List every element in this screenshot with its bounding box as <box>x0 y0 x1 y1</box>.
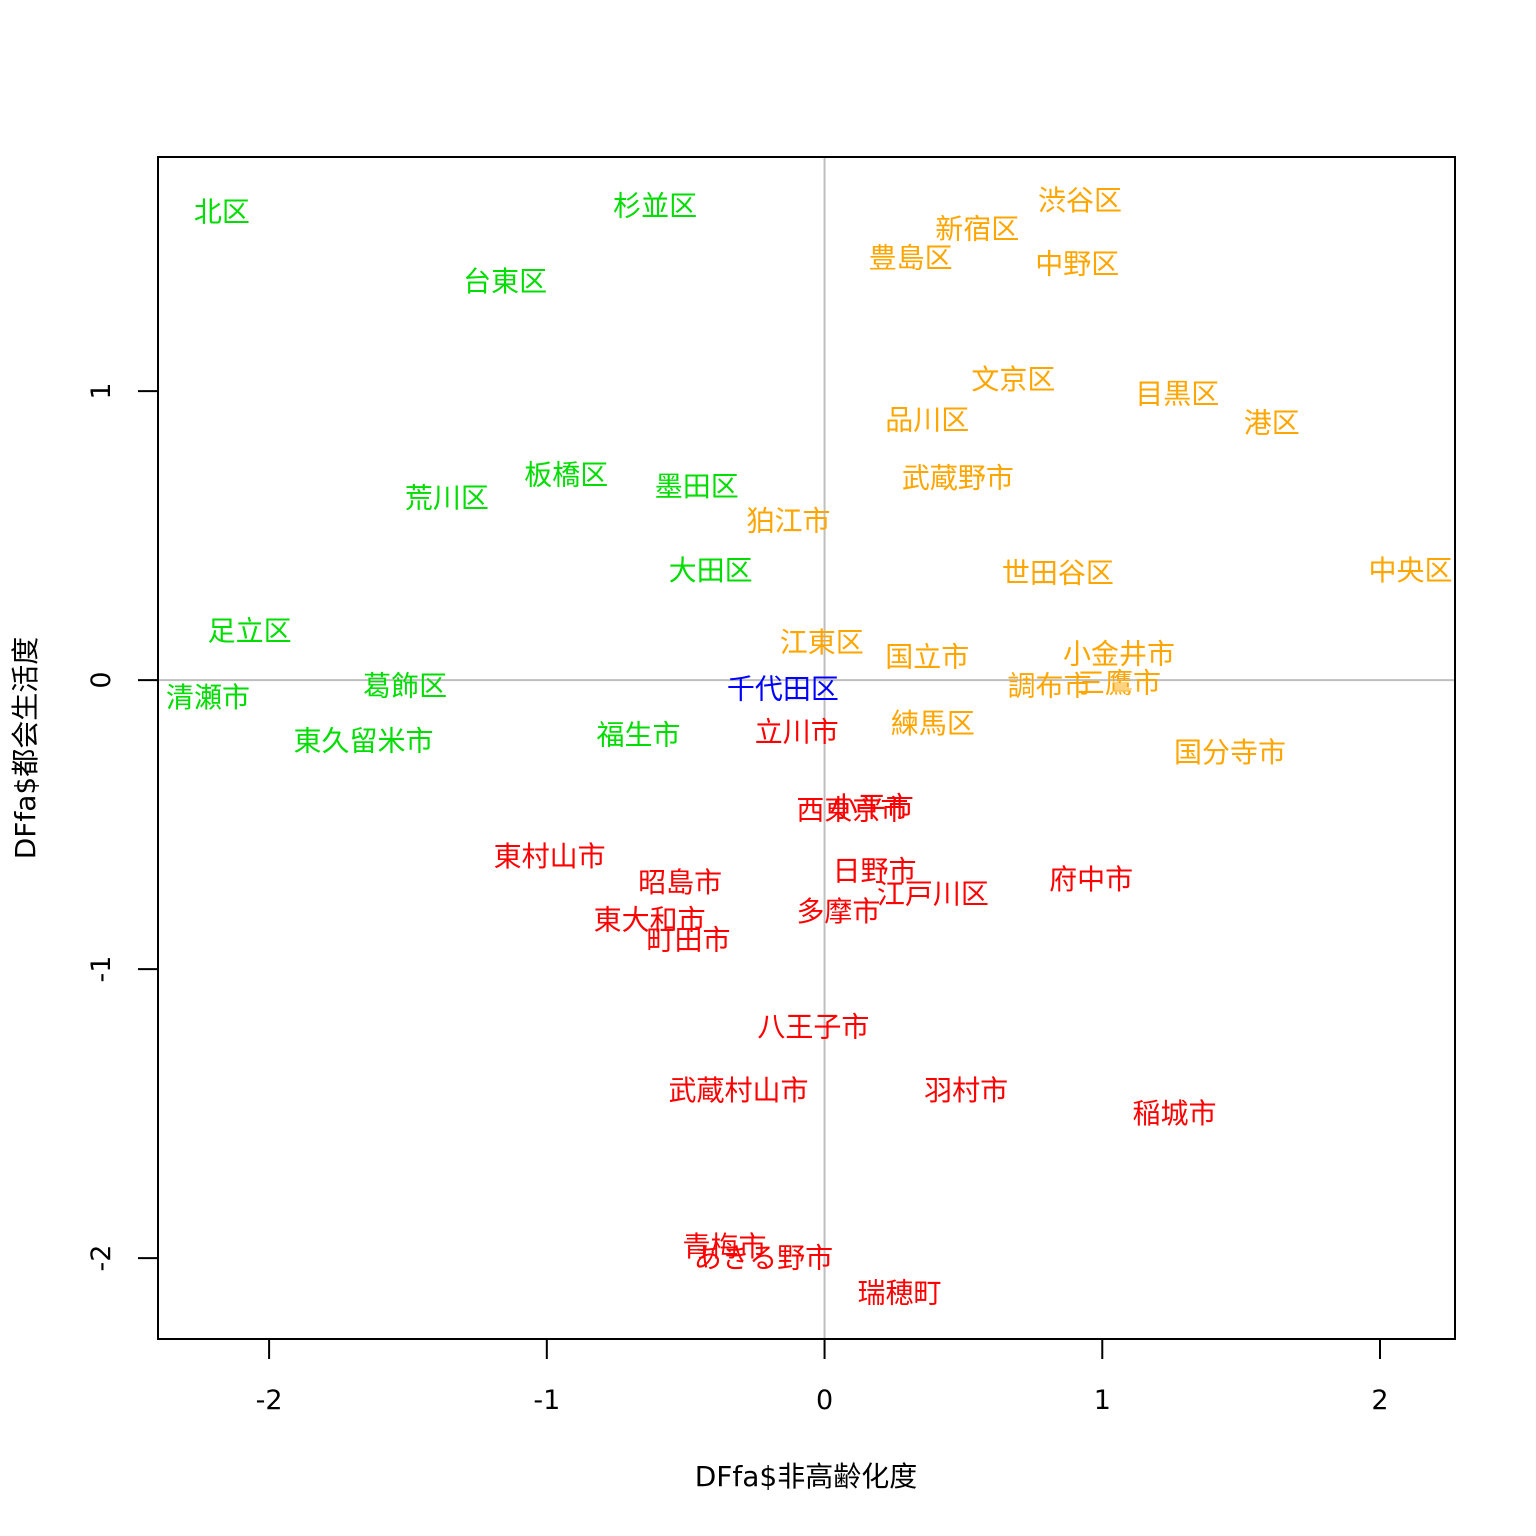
point-label: 立川市 <box>755 716 839 749</box>
point-label: 瑞穂町 <box>858 1276 942 1309</box>
x-tick-label: -2 <box>256 1385 283 1416</box>
point-label: 千代田区 <box>727 672 839 705</box>
point-label: 練馬区 <box>891 707 975 740</box>
point-label: 清瀬市 <box>166 681 250 714</box>
point-label: 江戸川区 <box>877 877 989 910</box>
point-label: 国立市 <box>885 640 969 673</box>
y-axis-title: DFfa$都会生活度 <box>9 637 42 860</box>
y-tick-label: -2 <box>86 1245 117 1272</box>
point-label: 福生市 <box>596 718 680 751</box>
point-label: 中野区 <box>1035 247 1119 280</box>
point-label: 小平市 <box>830 791 914 824</box>
point-label: 西東京市 <box>796 794 908 827</box>
point-label: 荒川区 <box>405 482 489 515</box>
point-label: 国分寺市 <box>1174 736 1286 769</box>
y-tick-label: 0 <box>86 671 117 688</box>
x-tick-label: -1 <box>533 1385 560 1416</box>
point-label: 豊島区 <box>869 242 953 275</box>
x-tick-label: 0 <box>816 1385 833 1416</box>
point-label: 北区 <box>194 195 250 228</box>
x-axis-title: DFfa$非高齢化度 <box>695 1460 918 1493</box>
x-tick-label: 1 <box>1094 1385 1111 1416</box>
point-label: 八王子市 <box>757 1010 869 1043</box>
point-label: 目黒区 <box>1135 377 1219 410</box>
point-label: 東大和市 <box>594 903 706 936</box>
point-label: 武蔵野市 <box>902 461 1014 494</box>
point-label: 稲城市 <box>1132 1097 1216 1130</box>
point-label: 葛飾区 <box>363 669 447 702</box>
point-label: 新宿区 <box>935 213 1019 246</box>
point-label: 多摩市 <box>796 895 880 928</box>
point-label: 町田市 <box>646 924 730 957</box>
point-label: 墨田区 <box>655 470 739 503</box>
point-label: 日野市 <box>833 854 917 887</box>
point-label: 中央区 <box>1369 554 1453 587</box>
point-label: 小金井市 <box>1063 638 1175 671</box>
point-label: 江東区 <box>780 626 864 659</box>
point-label: 東村山市 <box>494 840 606 873</box>
point-label: 府中市 <box>1049 863 1133 896</box>
y-tick-label: 1 <box>86 382 117 399</box>
point-label: 調布市 <box>1008 669 1092 702</box>
point-label: 東久留米市 <box>294 724 434 757</box>
y-tick-label: -1 <box>86 956 117 983</box>
point-label: 文京区 <box>971 363 1055 396</box>
point-label: 青梅市 <box>683 1230 767 1263</box>
point-label: 品川区 <box>885 403 969 436</box>
point-label: 羽村市 <box>924 1074 1008 1107</box>
point-label: 昭島市 <box>638 866 722 899</box>
reference-lines <box>158 157 1455 1339</box>
point-label: 板橋区 <box>524 458 608 491</box>
point-label: 三鷹市 <box>1077 666 1161 699</box>
point-label: 港区 <box>1244 406 1300 439</box>
point-label: 渋谷区 <box>1038 184 1122 217</box>
point-label: 世田谷区 <box>1002 557 1114 590</box>
point-label: 台東区 <box>463 265 547 298</box>
y-axis: -2 -1 0 1 <box>86 382 159 1272</box>
point-label: 足立区 <box>208 614 292 647</box>
point-label: 大田区 <box>669 554 753 587</box>
point-label: あきる野市 <box>694 1242 833 1275</box>
point-label: 狛江市 <box>746 505 830 538</box>
point-label: 杉並区 <box>613 190 697 223</box>
x-tick-label: 2 <box>1371 1385 1388 1416</box>
point-label: 武蔵村山市 <box>668 1074 808 1107</box>
x-axis: -2 -1 0 1 2 <box>256 1338 1389 1416</box>
